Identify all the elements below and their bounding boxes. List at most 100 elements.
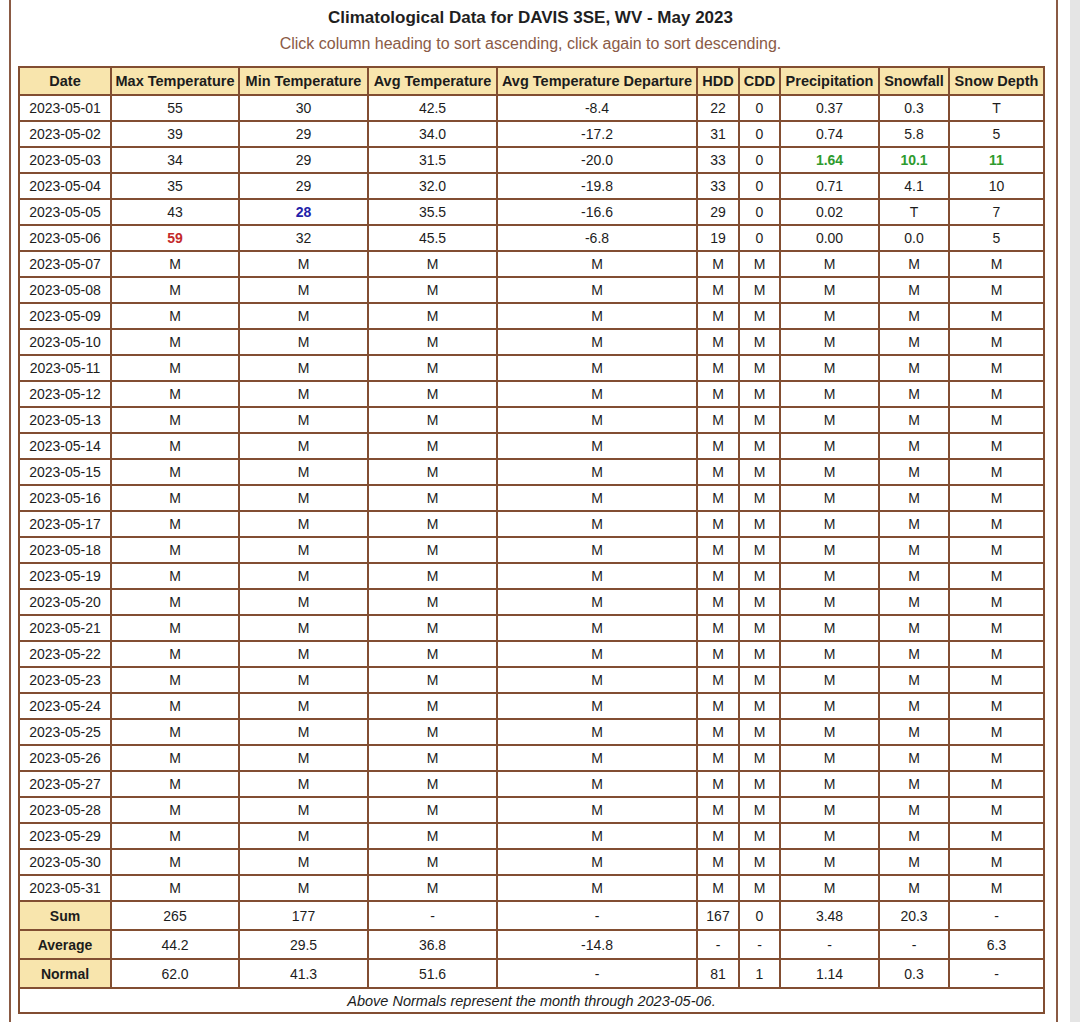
vertical-scrollbar[interactable] [1070, 0, 1080, 1022]
data-cell: M [111, 329, 239, 355]
column-header-cdd[interactable]: CDD [739, 67, 780, 95]
date-cell: 2023-05-19 [19, 563, 111, 589]
data-cell: M [780, 849, 879, 875]
page-title: Climatological Data for DAVIS 3SE, WV - … [18, 8, 1043, 28]
data-cell: M [879, 667, 949, 693]
summary-cell: 81 [697, 959, 739, 988]
data-cell: M [111, 875, 239, 901]
data-cell: M [697, 329, 739, 355]
data-cell: 0.00 [780, 225, 879, 251]
data-cell: M [879, 433, 949, 459]
data-cell: M [780, 433, 879, 459]
data-cell: M [949, 667, 1044, 693]
column-header-hdd[interactable]: HDD [697, 67, 739, 95]
data-cell: 5.8 [879, 121, 949, 147]
table-row: 2023-05-13MMMMMMMMM [19, 407, 1044, 433]
column-header-min-temperature[interactable]: Min Temperature [239, 67, 368, 95]
data-cell: M [949, 563, 1044, 589]
data-cell: M [368, 771, 497, 797]
data-cell: M [111, 615, 239, 641]
summary-cell: 1.14 [780, 959, 879, 988]
data-cell: 0 [739, 121, 780, 147]
data-cell: M [949, 641, 1044, 667]
data-cell: M [368, 641, 497, 667]
data-cell: M [739, 875, 780, 901]
table-row: 2023-05-09MMMMMMMMM [19, 303, 1044, 329]
data-cell: M [739, 511, 780, 537]
data-cell: M [949, 745, 1044, 771]
data-cell: M [497, 771, 697, 797]
data-cell: 45.5 [368, 225, 497, 251]
column-header-max-temperature[interactable]: Max Temperature [111, 67, 239, 95]
data-cell: M [497, 355, 697, 381]
data-cell: M [111, 485, 239, 511]
data-cell: M [780, 459, 879, 485]
summary-cell: -14.8 [497, 930, 697, 959]
data-cell: M [949, 615, 1044, 641]
data-cell: -6.8 [497, 225, 697, 251]
data-cell: M [697, 823, 739, 849]
data-cell: M [239, 745, 368, 771]
data-cell: 0 [739, 225, 780, 251]
data-cell: M [739, 407, 780, 433]
data-cell: M [949, 485, 1044, 511]
data-cell: M [879, 849, 949, 875]
table-row: 2023-05-20MMMMMMMMM [19, 589, 1044, 615]
data-cell: M [697, 355, 739, 381]
page-content: Climatological Data for DAVIS 3SE, WV - … [18, 0, 1043, 1014]
data-cell: M [239, 485, 368, 511]
table-row: 2023-05-07MMMMMMMMM [19, 251, 1044, 277]
date-cell: 2023-05-14 [19, 433, 111, 459]
data-cell: M [111, 251, 239, 277]
data-cell: M [111, 771, 239, 797]
data-cell: M [697, 875, 739, 901]
data-cell: M [780, 485, 879, 511]
data-cell: M [368, 693, 497, 719]
data-cell: 19 [697, 225, 739, 251]
date-cell: 2023-05-20 [19, 589, 111, 615]
data-cell: 10.1 [879, 147, 949, 173]
data-cell: M [239, 719, 368, 745]
date-cell: 2023-05-26 [19, 745, 111, 771]
data-cell: M [697, 667, 739, 693]
summary-cell: - [780, 930, 879, 959]
data-cell: M [239, 667, 368, 693]
data-cell: T [949, 95, 1044, 121]
data-cell: M [879, 719, 949, 745]
data-cell: M [780, 719, 879, 745]
data-cell: M [780, 381, 879, 407]
data-cell: M [239, 381, 368, 407]
data-cell: M [879, 823, 949, 849]
data-cell: M [497, 719, 697, 745]
data-cell: M [739, 693, 780, 719]
data-cell: M [368, 277, 497, 303]
data-cell: M [739, 667, 780, 693]
column-header-snowfall[interactable]: Snowfall [879, 67, 949, 95]
data-cell: M [697, 381, 739, 407]
table-row: 2023-05-31MMMMMMMMM [19, 875, 1044, 901]
data-cell: M [239, 511, 368, 537]
data-cell: M [879, 797, 949, 823]
table-row: 2023-05-02392934.0-17.23100.745.85 [19, 121, 1044, 147]
data-cell: M [949, 797, 1044, 823]
data-cell: M [780, 303, 879, 329]
column-header-precipitation[interactable]: Precipitation [780, 67, 879, 95]
data-cell: M [879, 875, 949, 901]
data-cell: M [111, 407, 239, 433]
data-cell: M [739, 537, 780, 563]
data-cell: M [697, 693, 739, 719]
data-cell: M [497, 433, 697, 459]
data-cell: 5 [949, 121, 1044, 147]
data-cell: M [368, 589, 497, 615]
data-cell: 0.02 [780, 199, 879, 225]
data-cell: M [949, 459, 1044, 485]
data-cell: M [739, 329, 780, 355]
column-header-avg-temperature[interactable]: Avg Temperature [368, 67, 497, 95]
column-header-date[interactable]: Date [19, 67, 111, 95]
data-cell: M [949, 537, 1044, 563]
column-header-avg-temperature-departure[interactable]: Avg Temperature Departure [497, 67, 697, 95]
data-cell: M [368, 511, 497, 537]
date-cell: 2023-05-13 [19, 407, 111, 433]
data-cell: M [497, 875, 697, 901]
column-header-snow-depth[interactable]: Snow Depth [949, 67, 1044, 95]
